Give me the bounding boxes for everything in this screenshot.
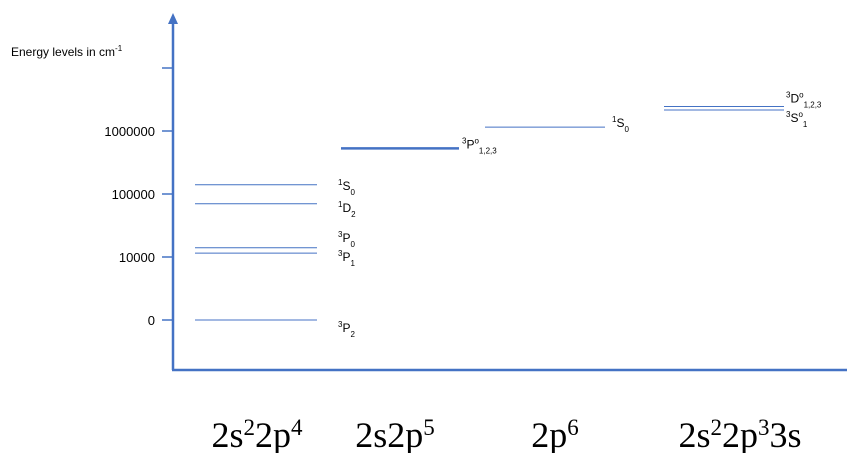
y-tick-label: 1000000 <box>104 124 155 139</box>
y-tick-label: 0 <box>148 313 155 328</box>
energy-level-label: 1D2 <box>338 200 356 219</box>
energy-level-label: 3So1 <box>786 110 808 129</box>
configuration-name: 2p6 <box>531 415 579 453</box>
configuration-name: 2s22p33s <box>678 415 801 453</box>
y-ticks: 0 10000 100000 1000000 <box>104 67 173 328</box>
configuration-group: 3Po1,2,3 <box>341 136 497 155</box>
configuration-labels: 2s22p4 2s2p5 2p6 2s22p33s <box>211 415 801 453</box>
energy-level-label: 1S0 <box>338 178 355 197</box>
configuration-name: 2s22p4 <box>211 415 303 453</box>
configuration-group: 1S0 <box>485 115 629 134</box>
energy-level-label: 3Po1,2,3 <box>462 136 497 155</box>
y-axis-title-sup: -1 <box>115 44 123 53</box>
axes <box>168 13 847 372</box>
energy-level-label: 3P2 <box>338 320 355 339</box>
energy-level-label: 1S0 <box>612 115 629 134</box>
y-axis-title-text: Energy levels in cm <box>11 45 115 59</box>
configuration-name: 2s2p5 <box>355 415 435 453</box>
y-tick-label: 100000 <box>112 187 155 202</box>
energy-level-label: 3Do1,2,3 <box>786 90 822 109</box>
energy-level-label: 3P1 <box>338 249 355 268</box>
y-tick-label: 10000 <box>119 250 155 265</box>
energy-level-label: 3P0 <box>338 230 355 249</box>
y-axis-title: Energy levels in cm-1 <box>11 44 123 59</box>
y-axis-arrowhead <box>168 13 178 24</box>
